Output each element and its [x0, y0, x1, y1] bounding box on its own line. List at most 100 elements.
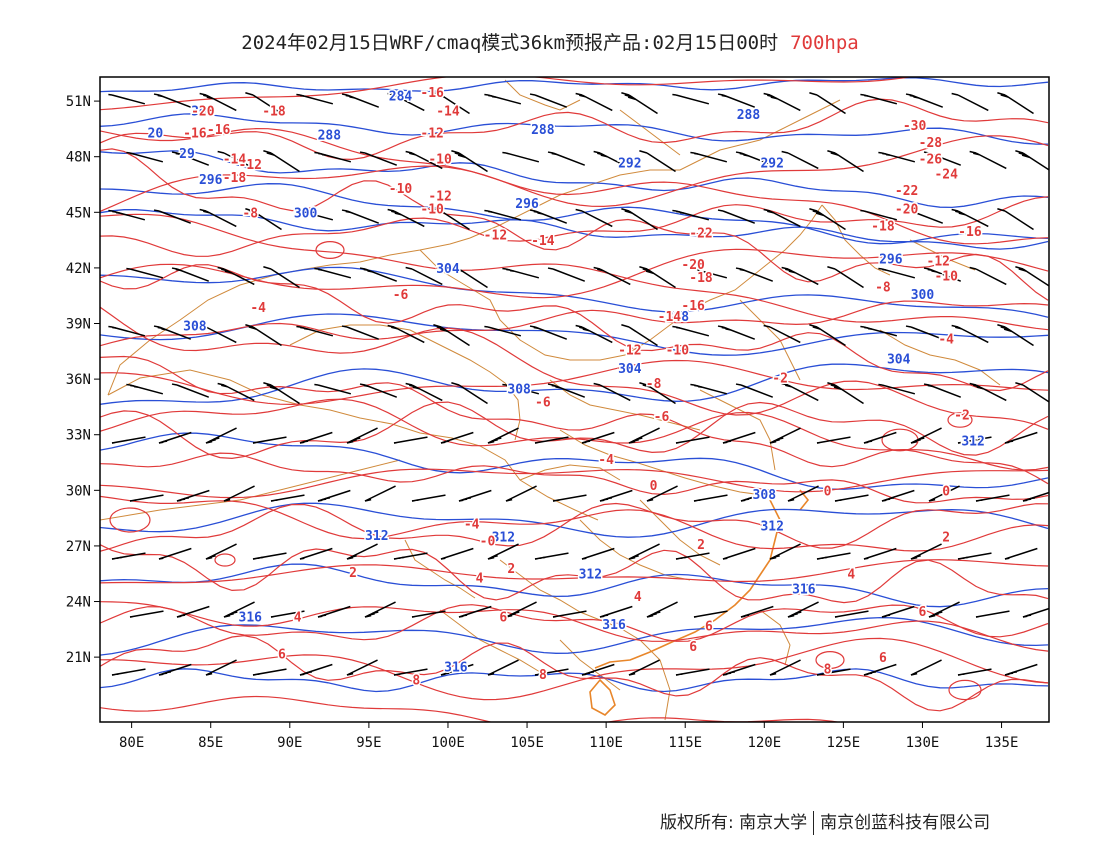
height-contour-label: 316 [602, 618, 626, 633]
wind-barb [205, 659, 237, 676]
height-contour [100, 77, 1049, 93]
wind-barb [781, 266, 819, 286]
wind-barb [997, 92, 1034, 115]
wind-barb [769, 427, 801, 444]
wind-barb [364, 601, 396, 618]
height-contour-label: 304 [618, 362, 642, 377]
temperature-contour-label: 6 [689, 640, 697, 655]
wind-barb [252, 552, 287, 560]
temperature-contour-label: -18 [223, 171, 247, 186]
wind-barb [628, 427, 660, 444]
wind-barb [575, 324, 613, 344]
wind-barb [451, 150, 488, 173]
height-contour-label: 316 [792, 583, 816, 598]
wind-barb [975, 610, 1010, 618]
temperature-contour-label: -10 [420, 203, 444, 218]
wind-barb [581, 663, 615, 676]
map-frame [99, 76, 1050, 723]
wind-barb [951, 208, 989, 228]
wind-barb [928, 485, 960, 502]
wind-barb [781, 382, 819, 402]
wind-barb [693, 494, 728, 502]
wind-barb [263, 382, 300, 405]
temperature-contour [100, 135, 1049, 212]
temperature-contour-label: -12 [618, 343, 641, 358]
height-contour-label: 284 [389, 90, 413, 105]
wind-barb [440, 663, 474, 676]
temperature-contour [100, 559, 1049, 584]
temperature-contour-label: 0 [942, 484, 950, 499]
height-contours [100, 77, 1049, 693]
height-contour-label: 20 [148, 127, 164, 142]
wind-barb [433, 208, 470, 231]
temperature-contour-label: 4 [634, 590, 642, 605]
wind-barb [769, 543, 801, 560]
wind-barb [690, 383, 728, 395]
title-text: 2024年02月15日WRF/cmaq模式36km预报产品:02月15日00时 [241, 32, 779, 54]
wind-barb [787, 485, 819, 502]
wind-barb [317, 489, 351, 502]
wind-barb [199, 92, 237, 112]
height-contour [100, 563, 1049, 608]
temperature-contour [100, 359, 1049, 406]
wind-barb [639, 266, 676, 289]
copyright-footer: 版权所有: 南京大学 南京创蓝科技有限公司 [660, 808, 990, 835]
wind-barb [299, 431, 333, 444]
wind-barb [717, 325, 756, 340]
wind-barb [809, 92, 846, 115]
wind-barb [717, 209, 756, 224]
wind-barb [129, 494, 164, 502]
wind-barb [763, 92, 801, 112]
height-contour-label: 292 [618, 156, 641, 171]
height-contour-label: 304 [191, 104, 215, 119]
temperature-closed-contour [815, 650, 845, 669]
temperature-contour-label: -12 [927, 254, 950, 269]
wind-barb [722, 431, 756, 444]
temperature-contour-label: -14 [436, 104, 460, 119]
temperature-contour-label: -4 [250, 301, 266, 316]
height-contour [100, 209, 1049, 250]
temperature-contour-label: -0 [480, 534, 496, 549]
wind-barb [314, 151, 352, 163]
wind-barb [552, 610, 587, 618]
wind-barb [672, 93, 710, 105]
wind-barb [433, 92, 470, 115]
temperature-contours [100, 77, 1049, 722]
wind-barb [827, 266, 864, 289]
wind-barb [740, 489, 774, 502]
wind-barb [176, 605, 210, 618]
wind-barb [1004, 547, 1038, 560]
wind-barb [763, 324, 801, 344]
wind-barb [111, 668, 146, 676]
copyright-text: 版权所有: 南京大学 [660, 813, 808, 833]
temperature-contour-label: 8 [539, 668, 547, 683]
wind-barb [484, 325, 522, 337]
wind-barb [957, 552, 992, 560]
temperature-contour-label: -12 [420, 127, 443, 142]
temperature-contour-label: 6 [499, 610, 507, 625]
wind-barb [502, 267, 540, 279]
wind-barb [341, 93, 380, 108]
wind-barb [769, 659, 801, 676]
wind-barb [245, 208, 282, 231]
temperature-contour-label: -22 [689, 227, 712, 242]
temperature-contour [100, 148, 1049, 301]
wind-barb [575, 208, 613, 228]
wind-barb [863, 431, 897, 444]
lat-tick-label: 39N [66, 317, 91, 333]
wind-barb [881, 605, 915, 618]
lat-tick-label: 42N [66, 261, 91, 277]
wind-barb [223, 485, 255, 502]
height-contour-label: 288 [318, 128, 342, 143]
wind-barb [223, 601, 255, 618]
wind-barb [199, 208, 237, 228]
wind-barb [675, 668, 710, 676]
height-contour-label: 308 [666, 310, 690, 325]
wind-barb [217, 150, 255, 170]
height-contour-label: 288 [737, 108, 761, 123]
wind-barb [581, 431, 615, 444]
wind-barb [126, 383, 164, 395]
wind-barb [245, 92, 282, 115]
pressure-level: 700hpa [790, 32, 859, 54]
height-contour-label: 300 [911, 288, 935, 303]
